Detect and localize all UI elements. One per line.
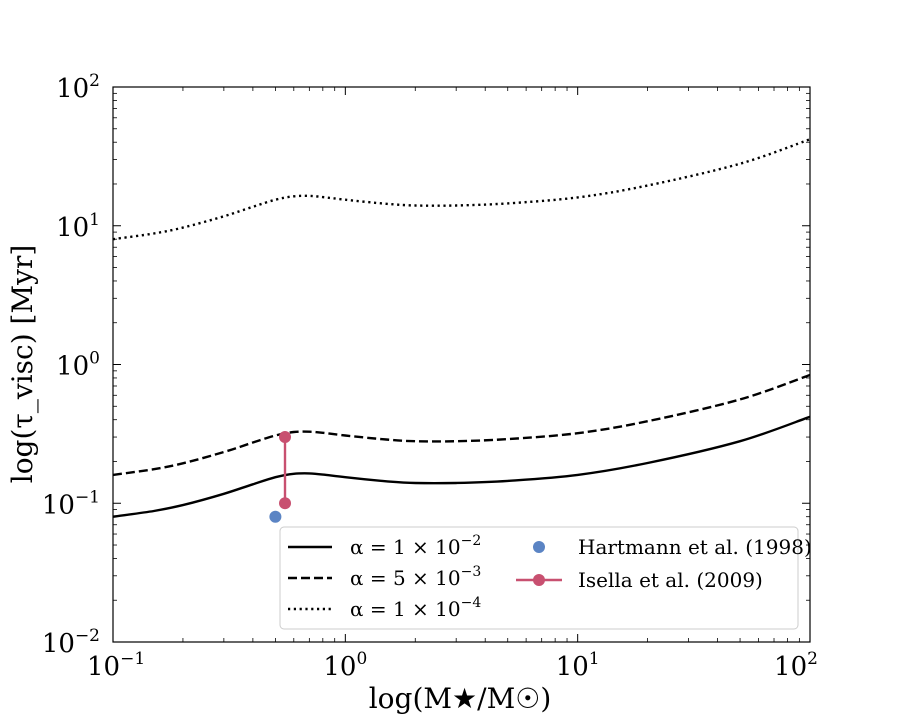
legend-label-solid: α = 1 × 10−2 xyxy=(350,533,481,559)
x-tick-label-base: 10 xyxy=(323,652,356,682)
y-tick-label-base: 10 xyxy=(42,629,75,659)
legend-label-exponent: −4 xyxy=(461,595,482,611)
hartmann-point xyxy=(269,510,282,523)
x-tick-label-exponent: 2 xyxy=(807,649,818,669)
legend-label-base: α = 1 × 10 xyxy=(350,597,461,621)
x-tick-label: 10−1 xyxy=(87,649,145,682)
series-layer xyxy=(113,138,810,518)
minor-ticks xyxy=(113,87,810,642)
x-tick-label: 100 xyxy=(323,649,367,682)
y-tick-label-base: 10 xyxy=(56,352,89,382)
y-tick-label: 102 xyxy=(56,71,100,104)
series-line-solid xyxy=(113,415,810,518)
legend-label-base: α = 1 × 10 xyxy=(350,535,461,559)
isella-point xyxy=(279,497,292,510)
y-tick-label-base: 10 xyxy=(42,490,75,520)
legend-hartmann-marker xyxy=(533,541,545,553)
legend-label-dashed: α = 5 × 10−3 xyxy=(350,564,481,590)
x-tick-label-exponent: −1 xyxy=(120,649,145,669)
y-axis-label: log(τ_visc) [Myr] xyxy=(6,245,39,484)
y-tick-label-exponent: 2 xyxy=(89,71,100,91)
y-tick-label: 100 xyxy=(56,349,100,382)
y-tick-label-exponent: −2 xyxy=(75,626,100,646)
isella-point xyxy=(279,431,292,444)
y-tick-label: 10−1 xyxy=(42,487,100,520)
y-tick-label-exponent: 1 xyxy=(89,210,100,230)
series-line-dashed xyxy=(113,373,810,477)
x-tick-label-base: 10 xyxy=(556,652,589,682)
x-tick-label: 102 xyxy=(774,649,818,682)
legend: α = 1 × 10−2α = 5 × 10−3α = 1 × 10−4Hart… xyxy=(279,526,812,630)
y-tick-label: 101 xyxy=(56,210,100,243)
legend-isella-label: Isella et al. (2009) xyxy=(578,568,763,592)
series-line-dotted xyxy=(113,138,810,241)
y-tick-label: 10−2 xyxy=(42,626,100,659)
x-tick-label-exponent: 1 xyxy=(589,649,600,669)
points-layer xyxy=(269,431,292,523)
x-axis-label: log(M★/M☉) xyxy=(369,682,552,715)
y-tick-label-exponent: 0 xyxy=(89,349,100,369)
y-tick-label-base: 10 xyxy=(56,74,89,104)
x-tick-label-exponent: 0 xyxy=(356,649,367,669)
legend-label-base: α = 5 × 10 xyxy=(350,566,461,590)
x-tick-label-base: 10 xyxy=(87,652,120,682)
x-tick-labels: 10−1 100 101 102 xyxy=(87,649,818,682)
legend-label-dotted: α = 1 × 10−4 xyxy=(350,595,481,621)
plot-frame xyxy=(112,86,811,643)
legend-label-exponent: −2 xyxy=(461,533,482,549)
legend-label-exponent: −3 xyxy=(461,564,482,580)
legend-isella-marker xyxy=(533,574,545,586)
y-tick-label-exponent: −1 xyxy=(75,487,100,507)
y-tick-label-base: 10 xyxy=(56,213,89,243)
x-tick-label: 101 xyxy=(556,649,600,682)
x-tick-label-base: 10 xyxy=(774,652,807,682)
legend-hartmann-label: Hartmann et al. (1998) xyxy=(578,535,812,559)
